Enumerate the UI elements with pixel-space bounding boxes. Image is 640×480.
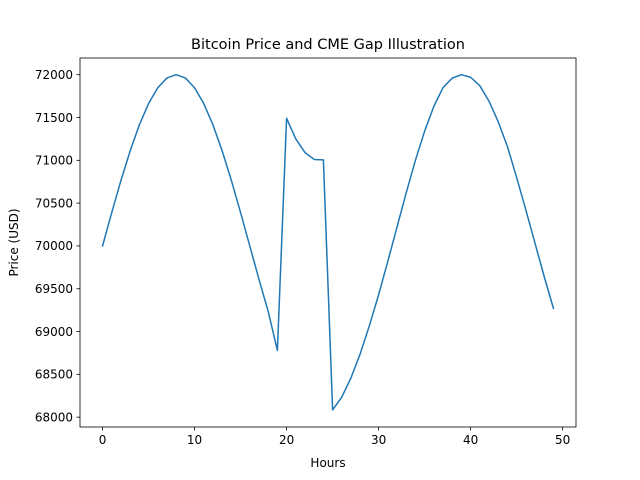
y-tick-label: 68000 (35, 410, 73, 424)
x-tick-label: 50 (555, 433, 570, 447)
y-axis: 68000 68500 69000 69500 70000 70500 71000 71500… (35, 68, 80, 424)
plot-area (101, 73, 555, 411)
y-tick-label: 68500 (35, 368, 73, 382)
chart-title: Bitcoin Price and CME Gap Illustration (191, 37, 465, 53)
y-axis-label: Price (USD) (7, 208, 21, 276)
x-axis-label: Hours (310, 456, 345, 470)
y-tick-label: 70000 (35, 239, 73, 253)
y-tick-label: 69500 (35, 282, 73, 296)
y-tick-label: 69000 (35, 325, 73, 339)
x-tick-label: 10 (187, 433, 202, 447)
series-line-0 (101, 73, 555, 411)
x-tick-label: 0 (99, 433, 107, 447)
x-axis: 0 10 20 30 40 50 (99, 427, 570, 447)
x-tick-label: 20 (279, 433, 294, 447)
y-tick-label: 71500 (35, 111, 73, 125)
axes-frame (79, 57, 577, 428)
y-tick-label: 71000 (35, 154, 73, 168)
x-tick-label: 30 (371, 433, 386, 447)
y-tick-label: 70500 (35, 196, 73, 210)
y-tick-label: 72000 (35, 68, 73, 82)
x-tick-label: 40 (463, 433, 478, 447)
